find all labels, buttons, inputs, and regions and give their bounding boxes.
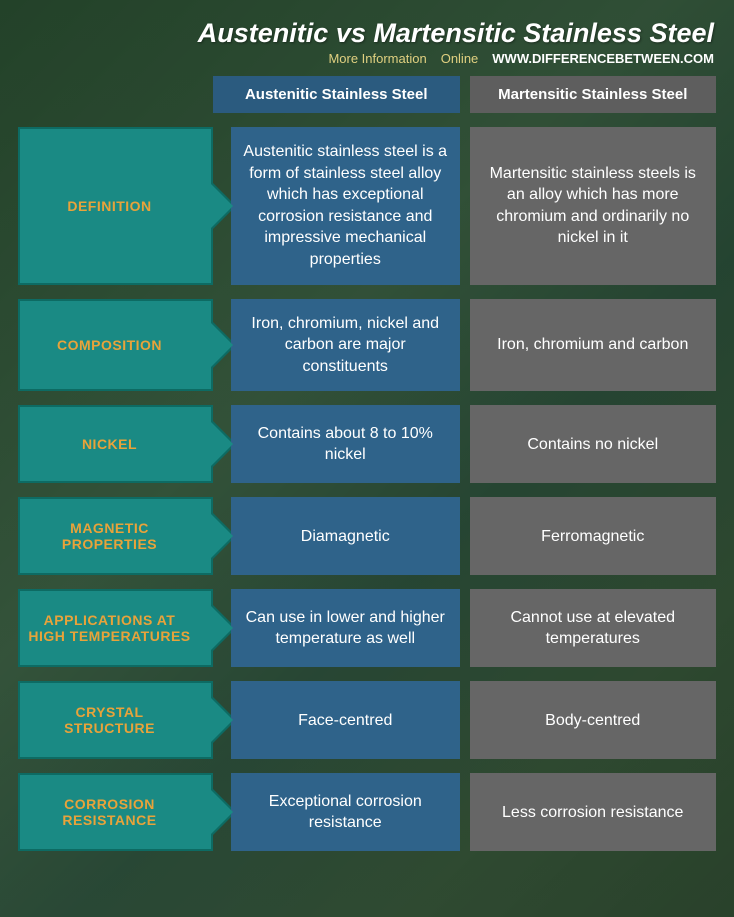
cell-austenitic: Austenitic stainless steel is a form of … xyxy=(231,127,460,285)
cell-martensitic: Iron, chromium and carbon xyxy=(470,299,717,392)
cell-martensitic: Body-centred xyxy=(470,681,717,759)
cell-austenitic: Diamagnetic xyxy=(231,497,460,575)
subtitle-row: More Information Online WWW.DIFFERENCEBE… xyxy=(10,51,724,76)
row-label: CORROSION RESISTANCE xyxy=(18,773,213,851)
page-title: Austenitic vs Martensitic Stainless Stee… xyxy=(10,10,724,51)
cell-austenitic: Face-centred xyxy=(231,681,460,759)
cell-martensitic: Contains no nickel xyxy=(470,405,717,483)
row-label-text: COMPOSITION xyxy=(57,337,162,353)
row-label-text: CORROSION RESISTANCE xyxy=(28,796,191,828)
empty-corner xyxy=(18,76,213,113)
row-label: NICKEL xyxy=(18,405,213,483)
cell-austenitic: Can use in lower and higher temperature … xyxy=(231,589,460,667)
comparison-grid: Austenitic Stainless Steel Martensitic S… xyxy=(10,76,724,851)
row-label-text: MAGNETIC PROPERTIES xyxy=(28,520,191,552)
column-a-header: Austenitic Stainless Steel xyxy=(213,76,460,113)
more-info-text: More Information xyxy=(328,51,426,66)
cell-austenitic: Iron, chromium, nickel and carbon are ma… xyxy=(231,299,460,392)
row-label-text: APPLICATIONS AT HIGH TEMPERATURES xyxy=(28,612,191,644)
cell-austenitic: Contains about 8 to 10% nickel xyxy=(231,405,460,483)
cell-austenitic: Exceptional corrosion resistance xyxy=(231,773,460,851)
site-url[interactable]: WWW.DIFFERENCEBETWEEN.COM xyxy=(492,51,714,66)
cell-martensitic: Less corrosion resistance xyxy=(470,773,717,851)
row-label-text: DEFINITION xyxy=(67,198,151,214)
cell-martensitic: Martensitic stainless steels is an alloy… xyxy=(470,127,717,285)
row-label: MAGNETIC PROPERTIES xyxy=(18,497,213,575)
cell-martensitic: Cannot use at elevated temperatures xyxy=(470,589,717,667)
column-b-header: Martensitic Stainless Steel xyxy=(470,76,717,113)
cell-martensitic: Ferromagnetic xyxy=(470,497,717,575)
row-label: COMPOSITION xyxy=(18,299,213,392)
row-label: DEFINITION xyxy=(18,127,213,285)
row-label: APPLICATIONS AT HIGH TEMPERATURES xyxy=(18,589,213,667)
row-label-text: CRYSTAL STRUCTURE xyxy=(28,704,191,736)
row-label: CRYSTAL STRUCTURE xyxy=(18,681,213,759)
row-label-text: NICKEL xyxy=(82,436,137,452)
online-text: Online xyxy=(441,51,479,66)
